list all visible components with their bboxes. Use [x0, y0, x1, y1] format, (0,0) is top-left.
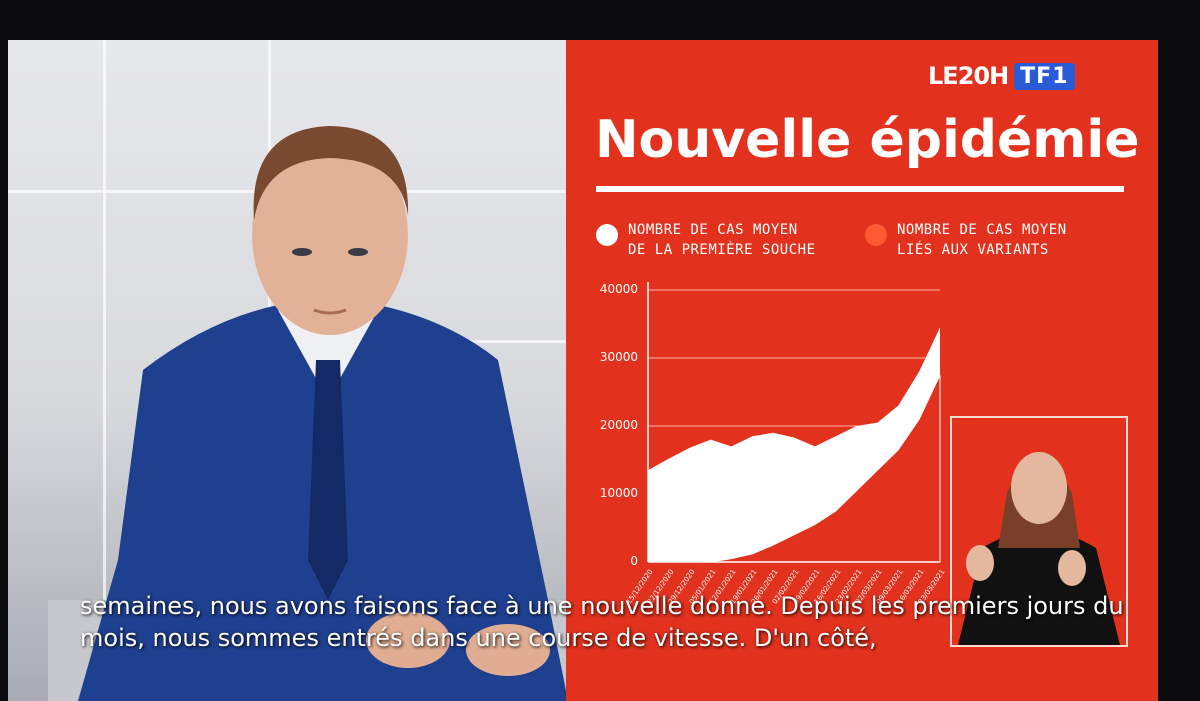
y-tick-label: 0: [630, 554, 638, 568]
subtitle-line-1: semaines, nous avons faisons face à une …: [80, 592, 1124, 620]
legend-label-variants: NOMBRE DE CAS MOYEN LIÉS AUX VARIANTS: [897, 222, 1067, 258]
subtitle-line-2: mois, nous sommes entrés dans une course…: [80, 624, 877, 652]
y-tick-label: 20000: [599, 418, 638, 432]
y-tick-label: 40000: [599, 282, 638, 296]
y-tick-label: 30000: [599, 350, 638, 364]
sign-language-interpreter-inset: [950, 416, 1128, 647]
legend-dot-red: [865, 224, 887, 246]
legend-label-first-strain: NOMBRE DE CAS MOYEN DE LA PREMIÈRE SOUCH…: [628, 222, 816, 258]
legend-item-first-strain: NOMBRE DE CAS MOYEN DE LA PREMIÈRE SOUCH…: [596, 220, 816, 260]
subtitle-caption: semaines, nous avons faisons face à une …: [80, 590, 1124, 654]
infographic-title: Nouvelle épidémie: [595, 110, 1140, 170]
title-underline: [596, 186, 1124, 192]
legend-dot-white: [596, 224, 618, 246]
le20h-logo-text: LE20H: [928, 62, 1009, 90]
tf1-logo-text: TF1: [1014, 62, 1075, 90]
legend-item-variants: NOMBRE DE CAS MOYEN LIÉS AUX VARIANTS: [865, 220, 1067, 260]
studio-shot: [8, 40, 568, 701]
channel-logo: LE20H TF1: [928, 62, 1075, 90]
speaker-figure: [48, 126, 568, 701]
y-tick-label: 10000: [599, 486, 638, 500]
interpreter-figure: [958, 452, 1120, 645]
